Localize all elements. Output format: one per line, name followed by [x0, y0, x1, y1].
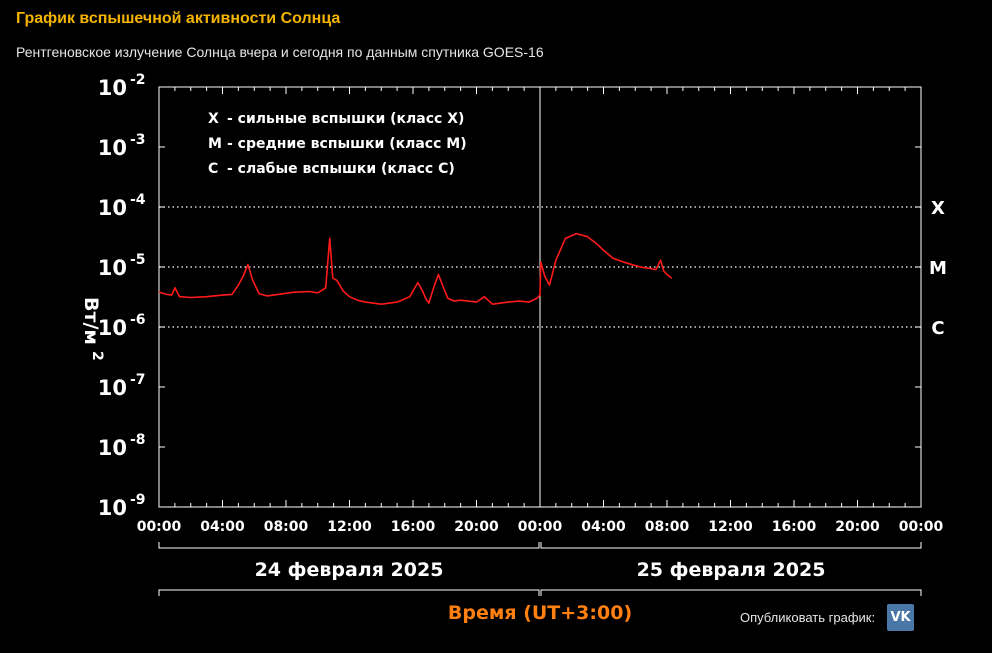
x-tick-label: 04:00	[200, 519, 245, 535]
y-tick-exponent: -7	[130, 372, 146, 388]
x-tick-label: 04:00	[581, 519, 626, 535]
y-tick-label: 10	[98, 76, 127, 100]
share-panel: Опубликовать график: VK	[740, 604, 915, 631]
y-tick-exponent: -9	[130, 492, 146, 508]
class-level-grid	[159, 206, 921, 328]
vk-share-button[interactable]: VK	[887, 604, 915, 631]
legend: X - сильные вспышки (класс X) M - средние в…	[208, 111, 467, 177]
y-tick-exponent: -2	[130, 72, 146, 88]
x-tick-label: 00:00	[137, 519, 182, 535]
y-tick-label: 10	[98, 496, 127, 520]
y-tick-exponent: -6	[130, 312, 146, 328]
day-bracket-top	[158, 542, 540, 549]
x-tick-label: 12:00	[708, 519, 753, 535]
legend-key-m: M	[208, 136, 222, 152]
legend-text-m: - средние вспышки (класс M)	[227, 136, 467, 152]
x-tick-label: 00:00	[518, 519, 563, 535]
y-tick-label: 10	[98, 196, 127, 220]
x-ticks: 00:00 04:00 08:00 12:00 16:00 20:00 00:00 04:00…	[137, 87, 944, 535]
y-tick-exponent: -4	[130, 192, 146, 208]
y-axis-unit: Вт/м	[80, 297, 102, 345]
legend-key-x: X	[208, 111, 219, 127]
y-tick-exponent: -3	[130, 132, 146, 148]
y-tick-label: 10	[98, 376, 127, 400]
x-tick-label: 20:00	[835, 519, 880, 535]
x-tick-label: 00:00	[899, 519, 944, 535]
x-tick-label: 12:00	[327, 519, 372, 535]
class-label-m: M	[929, 258, 947, 279]
x-tick-label: 08:00	[264, 519, 309, 535]
y-tick-exponent: -5	[130, 252, 146, 268]
y-ticks: 10-210-310-410-510-610-710-810-9	[98, 72, 921, 520]
y-tick-label: 10	[98, 136, 127, 160]
class-label-c: C	[931, 318, 944, 339]
day-bracket-bottom	[158, 589, 540, 596]
y-tick-label: 10	[98, 316, 127, 340]
class-level-labels: X M C	[929, 198, 947, 339]
page-subtitle: Рентгеновское излучение Солнца вчера и с…	[16, 44, 544, 60]
day-label: 24 февраля 2025	[255, 559, 444, 581]
day-bracket-top	[540, 542, 922, 549]
legend-text-c: - слабые вспышки (класс C)	[227, 161, 455, 177]
class-label-x: X	[931, 198, 945, 219]
y-tick-label: 10	[98, 256, 127, 280]
x-tick-label: 16:00	[772, 519, 817, 535]
y-tick-exponent: -8	[130, 432, 146, 448]
share-label: Опубликовать график:	[740, 610, 876, 625]
day-label: 25 февраля 2025	[637, 559, 826, 581]
y-axis-title: Вт/м 2	[80, 297, 105, 361]
y-tick-label: 10	[98, 436, 127, 460]
y-axis-unit-exponent: 2	[89, 351, 105, 361]
legend-text-x: - сильные вспышки (класс X)	[227, 111, 464, 127]
x-tick-label: 16:00	[391, 519, 436, 535]
page-title: График вспышечной активности Солнца	[16, 10, 341, 27]
legend-key-c: C	[208, 161, 218, 177]
x-tick-label: 20:00	[454, 519, 499, 535]
x-axis-title: Время (UT+3:00)	[448, 602, 632, 624]
x-tick-label: 08:00	[645, 519, 690, 535]
day-brackets: 24 февраля 2025 25 февраля 2025	[158, 542, 922, 596]
xray-flux-series-line	[158, 232, 673, 306]
vk-icon: VK	[890, 610, 911, 625]
day-bracket-bottom	[540, 589, 922, 596]
